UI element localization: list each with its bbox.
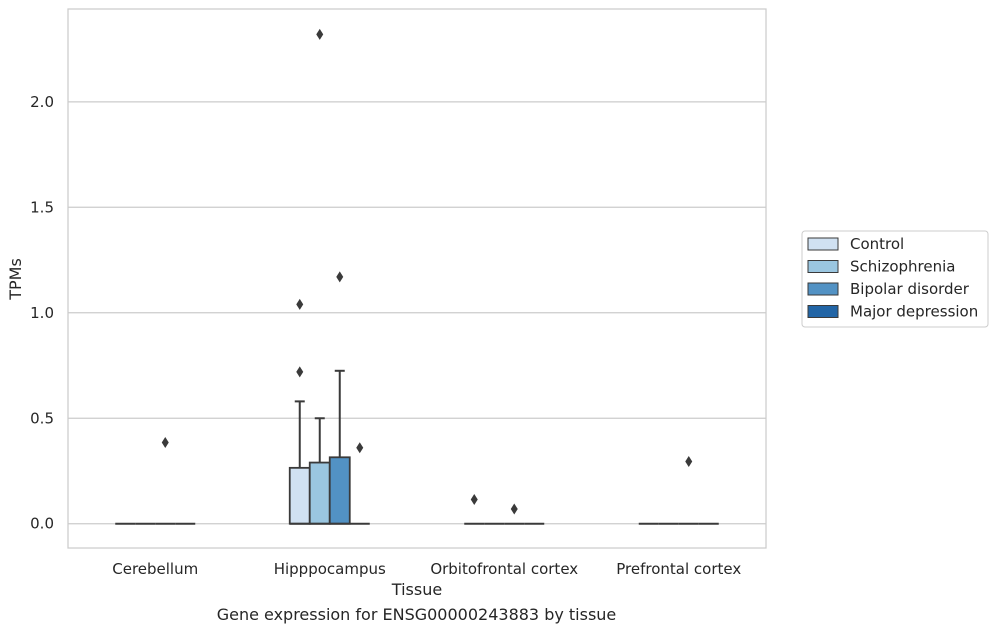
y-tick-label: 2.0 (30, 93, 54, 111)
box-group (328, 271, 351, 525)
y-tick-label: 1.0 (30, 304, 54, 322)
legend: Control Schizophrenia Bipolar disorder Majo… (801, 230, 989, 328)
y-tick-label: 0.0 (30, 515, 54, 533)
plot-frame (67, 8, 767, 549)
outlier-point (470, 493, 478, 505)
box-group (155, 437, 176, 525)
box (288, 466, 311, 525)
y-axis-label: TPMs (6, 258, 25, 301)
x-tick-label: Orbitofrontal cortex (430, 560, 578, 578)
y-tick-label: 1.5 (30, 198, 54, 216)
x-tick-label: Hipppocampus (274, 560, 386, 578)
legend-frame (801, 230, 989, 328)
box-group (678, 456, 699, 525)
legend-swatch (807, 260, 839, 273)
box-group (349, 442, 370, 525)
box-group (504, 503, 525, 525)
box-group (288, 298, 311, 525)
box-group (308, 28, 331, 525)
legend-label: Bipolar disorder (850, 280, 970, 298)
outlier-point (296, 366, 304, 378)
x-tick-labels: Cerebellum Hipppocampus Orbitofrontal cort… (112, 560, 741, 578)
legend-label: Control (850, 235, 904, 253)
box (308, 461, 331, 525)
x-axis-label: Tissue (391, 580, 442, 599)
box-group (464, 493, 485, 525)
outlier-point (336, 271, 344, 283)
y-tick-labels: 0.0 0.5 1.0 1.5 2.0 (30, 93, 54, 533)
outlier-point (356, 442, 364, 454)
legend-swatch (807, 305, 839, 318)
y-tick-label: 0.5 (30, 409, 54, 427)
legend-label: Major depression (850, 303, 978, 321)
legend-swatch (807, 282, 839, 296)
legend-label: Schizophrenia (850, 258, 955, 276)
outlier-point (296, 298, 304, 310)
outlier-point (316, 28, 324, 40)
outlier-point (161, 437, 169, 449)
chart-caption: Gene expression for ENSG00000243883 by t… (216, 605, 617, 624)
x-tick-label: Prefrontal cortex (616, 560, 741, 578)
box (328, 456, 351, 525)
outlier-point (510, 503, 518, 515)
boxes-layer (115, 28, 719, 525)
gridlines (68, 101, 766, 525)
x-tick-label: Cerebellum (112, 560, 198, 578)
legend-swatch (807, 237, 839, 251)
outlier-point (685, 456, 693, 468)
